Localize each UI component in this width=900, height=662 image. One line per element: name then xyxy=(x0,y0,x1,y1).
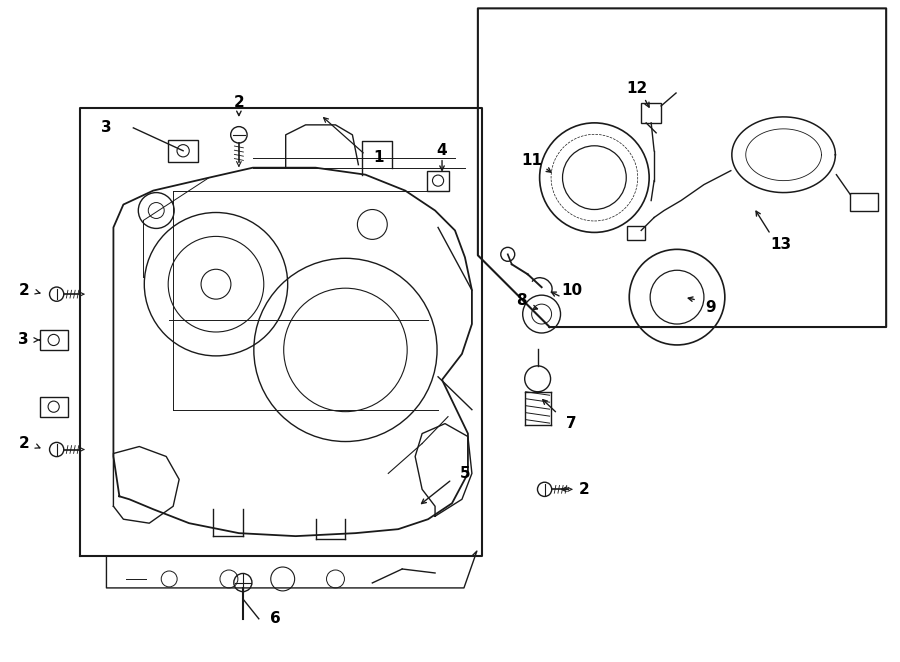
Bar xyxy=(428,171,449,191)
Text: 10: 10 xyxy=(561,283,582,298)
Text: 1: 1 xyxy=(374,150,383,166)
Text: 12: 12 xyxy=(626,81,648,95)
Bar xyxy=(627,226,645,240)
Text: 7: 7 xyxy=(566,416,577,431)
Text: 3: 3 xyxy=(19,332,29,348)
Text: 8: 8 xyxy=(517,293,527,308)
Bar xyxy=(641,103,662,123)
Text: 4: 4 xyxy=(436,143,447,158)
Bar xyxy=(40,397,68,416)
Bar xyxy=(40,330,68,350)
Text: 5: 5 xyxy=(460,466,470,481)
Text: 2: 2 xyxy=(233,95,244,111)
Text: 13: 13 xyxy=(770,237,791,252)
Text: 3: 3 xyxy=(101,120,112,135)
Text: 9: 9 xyxy=(706,300,716,314)
Text: 6: 6 xyxy=(270,611,281,626)
Text: 11: 11 xyxy=(521,153,542,168)
Text: 2: 2 xyxy=(18,436,29,451)
Bar xyxy=(850,193,878,211)
Bar xyxy=(168,140,198,162)
Text: 2: 2 xyxy=(18,283,29,298)
Text: 2: 2 xyxy=(579,482,590,497)
